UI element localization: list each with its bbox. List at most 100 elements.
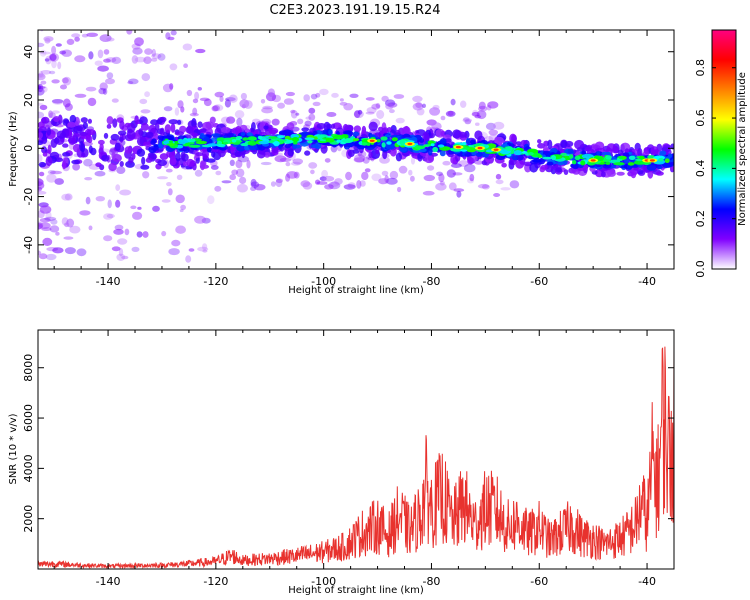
heatmap-cell-249 — [275, 178, 284, 184]
heatmap-cell-1217 — [452, 129, 462, 139]
heatmap-cell-1684 — [566, 148, 574, 154]
heatmap-cell-1855 — [300, 131, 309, 137]
heatmap-cell-1957 — [195, 140, 207, 145]
heatmap-cell-1336 — [119, 161, 124, 167]
heatmap-cell-2106 — [551, 155, 556, 161]
heatmap-cell-2130 — [437, 144, 445, 148]
heatmap-cell-1369 — [124, 122, 131, 128]
heatmap-cell-433 — [297, 118, 304, 125]
heatmap-cell-13 — [279, 157, 292, 162]
heatmap-cell-1725 — [150, 147, 159, 151]
heatmap-cell-283 — [194, 91, 200, 100]
heatmap-cell-336 — [85, 196, 91, 205]
heatmap-cell-75 — [57, 61, 62, 70]
heatmap-cell-994 — [209, 116, 216, 124]
heatmap-cell-1795 — [550, 148, 558, 153]
heatmap-cell-2047 — [432, 146, 439, 153]
heatmap-cell-455 — [207, 195, 215, 205]
heatmap-cell-1207 — [95, 162, 102, 167]
heatmap-cell-1800 — [292, 143, 298, 150]
heatmap-cell-388 — [107, 199, 112, 209]
heatmap-cell-408 — [354, 154, 365, 163]
heatmap-cell-119 — [144, 91, 151, 98]
heatmap-cell-320 — [228, 94, 238, 103]
heatmap-cell-2117 — [189, 138, 196, 143]
heatmap-cell-416 — [130, 205, 137, 210]
snr-y-tick-label-0: 2000 — [22, 505, 35, 533]
heatmap-cell-292 — [186, 89, 193, 97]
heatmap-cell-1344 — [555, 167, 562, 173]
heatmap-cell-959 — [134, 115, 139, 125]
heatmap-cell-443 — [315, 179, 321, 185]
heatmap-cell-1408 — [67, 121, 76, 128]
heatmap-cell-1917 — [328, 129, 333, 136]
heatmap-cell-83 — [397, 186, 402, 193]
heatmap-cell-2142 — [513, 150, 523, 156]
heatmap-cell-427 — [493, 121, 505, 130]
heatmap-cell-2174 — [619, 156, 623, 160]
snr-series-line — [38, 344, 674, 569]
heatmap-cell-130 — [179, 209, 184, 213]
heatmap-cell-396 — [74, 93, 87, 98]
heatmap-cell-1399 — [467, 157, 474, 165]
heatmap-cell-413 — [438, 173, 445, 183]
heatmap-cell-2156 — [605, 155, 612, 160]
snr-y-axis-label: SNR (10 * v/v) — [8, 413, 19, 484]
heatmap-cell-1139 — [652, 149, 660, 155]
heatmap-cell-176 — [240, 92, 247, 100]
heatmap-cell-1218 — [191, 132, 198, 137]
heatmap-cell-503 — [38, 42, 45, 48]
heatmap-cell-252 — [161, 230, 167, 237]
heatmap-cell-445 — [61, 77, 69, 84]
heatmap-cell-1057 — [440, 130, 446, 137]
heatmap-cell-1363 — [73, 126, 83, 134]
heatmap-cell-229 — [304, 120, 312, 127]
heatmap-cell-41 — [69, 225, 81, 234]
heatmap-cell-379 — [386, 177, 398, 185]
heatmap-cell-37 — [99, 34, 112, 42]
heatmap-cell-1953 — [560, 152, 567, 157]
heatmap-cell-91 — [74, 55, 86, 63]
heatmap-cell-2178 — [247, 136, 257, 141]
heatmap-cell-2179 — [258, 140, 270, 145]
heatmap-cell-1200 — [140, 122, 149, 131]
heatmap-cell-369 — [71, 33, 81, 38]
heatmap-cell-208 — [38, 70, 44, 78]
heatmap-cell-364 — [189, 112, 199, 117]
heatmap-cell-540 — [537, 143, 546, 149]
heatmap-cell-363 — [39, 205, 52, 214]
heatmap-cell-471 — [495, 179, 504, 185]
heatmap-cell-155 — [140, 109, 151, 114]
heatmap-cell-104 — [51, 99, 64, 104]
heatmap-cell-2149 — [598, 155, 604, 162]
heatmap-cell-107 — [453, 188, 465, 192]
heatmap-cell-1641 — [384, 134, 391, 138]
heatmap-cell-290 — [87, 97, 97, 107]
heatmap-cell-432 — [51, 110, 60, 114]
heatmap-cell-196 — [64, 193, 73, 201]
heatmap-cell-2154 — [277, 135, 285, 139]
heatmap-cell-512 — [44, 216, 57, 221]
heatmap-cell-282 — [481, 184, 490, 190]
heatmap-cell-151 — [359, 180, 366, 187]
heatmap-cell-45 — [260, 99, 266, 104]
heatmap-cell-202 — [105, 78, 115, 85]
heatmap-cell-141 — [349, 93, 359, 99]
heatmap-cell-1676 — [657, 165, 663, 170]
heatmap-cell-553 — [62, 143, 69, 148]
heatmap-cell-43 — [389, 109, 395, 114]
heatmap-cell-40 — [97, 65, 109, 72]
heatmap-cell-99 — [456, 190, 462, 198]
heatmap-cell-272 — [40, 80, 47, 85]
heatmap-cell-286 — [290, 109, 296, 114]
heatmap-cell-80 — [366, 107, 377, 114]
heatmap-cell-1774 — [157, 143, 163, 147]
heatmap-cell-134 — [103, 49, 110, 55]
heatmap-cell-312 — [197, 246, 209, 252]
heatmap-cell-1295 — [540, 164, 548, 170]
heatmap-cell-2155 — [639, 155, 645, 160]
heatmap-cell-1331 — [124, 146, 132, 154]
heatmap-cell-1117 — [601, 171, 606, 178]
heatmap-cell-407 — [476, 110, 487, 120]
heatmap-cell-430 — [410, 175, 415, 182]
